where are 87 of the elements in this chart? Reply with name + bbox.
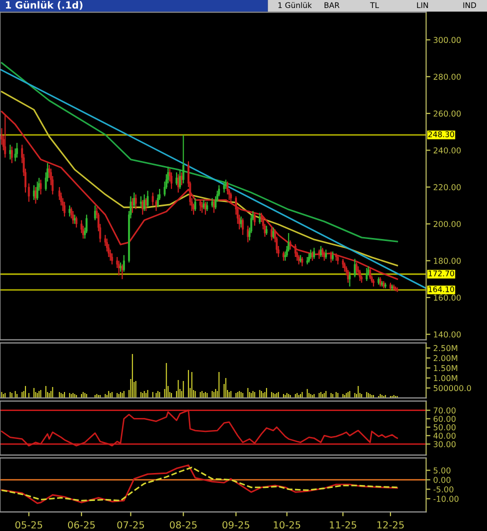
candlestick [199, 199, 202, 212]
y-tick-label: 220.00 [434, 184, 461, 190]
candlestick [323, 250, 326, 262]
x-tick-label: 08-25 [170, 521, 197, 529]
candlestick [342, 258, 344, 269]
x-tick-label: 11-25 [330, 521, 356, 529]
candlestick [313, 247, 316, 260]
candlestick [4, 114, 6, 158]
candlestick [134, 194, 137, 210]
candlestick [318, 249, 320, 260]
line-series [0, 110, 398, 280]
candlestick [118, 260, 120, 276]
line-series [0, 62, 398, 242]
y-tick-label: 140.00 [434, 331, 461, 338]
candlestick [146, 190, 149, 208]
candlestick [182, 134, 184, 184]
candlestick [254, 212, 256, 226]
candlestick [206, 201, 208, 212]
candlestick [322, 247, 324, 258]
y-tick-label: 280.00 [434, 74, 461, 80]
chart-title: 1 Günlük (.1d) [6, 1, 82, 10]
candlestick [336, 254, 339, 265]
candlestick [242, 218, 244, 236]
y-tick-label: 5.00 [434, 467, 450, 474]
x-tick-label: 09-25 [222, 521, 250, 529]
candlestick [111, 252, 114, 265]
candlestick [40, 179, 42, 195]
y-tick-label: 1.50M [434, 365, 458, 372]
y-tick-label: 1.00M [434, 375, 458, 382]
x-tick-label: 06-25 [68, 521, 95, 529]
candlestick [272, 227, 274, 240]
candlestick [202, 199, 205, 210]
candlestick [122, 254, 125, 272]
candlestick [301, 256, 304, 267]
candlestick [177, 174, 180, 194]
y-tick-label: 180.00 [434, 258, 461, 264]
y-tick-label: 500000.0 [434, 385, 471, 392]
candlestick [9, 144, 12, 160]
candlestick [36, 180, 38, 201]
candlestick [344, 262, 346, 272]
candlestick [294, 244, 296, 258]
candlestick [306, 256, 308, 265]
y-tick-label: 200.00 [434, 220, 461, 228]
y-tick-label: 50.00 [434, 424, 456, 430]
candlestick [34, 186, 37, 204]
line-series [0, 90, 398, 266]
candlestick [224, 179, 227, 190]
y-tick-label: 40.00 [433, 432, 456, 439]
candlestick [223, 180, 226, 194]
candlestick [10, 146, 13, 164]
y-tick-label: 2.50M [434, 345, 458, 352]
candlestick [74, 214, 76, 224]
x-tick-label: 12-25 [377, 521, 404, 529]
candlestick [356, 262, 358, 274]
candlestick [282, 250, 284, 262]
y-tick-label: -10.00 [433, 496, 459, 502]
candlestick [289, 240, 292, 250]
y-tick-label: 300.00 [434, 36, 461, 43]
candlestick [258, 212, 261, 224]
y-tick-label: -5.00 [433, 486, 454, 492]
y-tick-label: 60.00 [434, 416, 456, 422]
y-tick-label: 260.00 [434, 110, 461, 117]
x-tick-label: 10-25 [274, 521, 300, 529]
candlestick [358, 269, 361, 282]
candlestick [230, 192, 232, 204]
y-tick-label: 240.00 [434, 147, 461, 154]
candlestick [332, 250, 334, 262]
candlestick [266, 225, 268, 236]
candlestick [64, 201, 66, 218]
candlestick [194, 198, 196, 212]
candlestick [366, 268, 368, 282]
y-tick-label: 0.00 [434, 476, 450, 483]
y-tick-label: 70.00 [434, 407, 456, 414]
y-tick-label: 30.00 [434, 441, 456, 448]
candlestick [348, 271, 351, 288]
candlestick [211, 198, 214, 208]
candlestick [143, 194, 146, 212]
x-tick-label: 05-25 [15, 521, 42, 529]
x-tick-label: 07-25 [117, 521, 144, 529]
candlestick [354, 258, 356, 278]
candlestick [121, 264, 124, 280]
y-tick-label: 160.00 [434, 294, 461, 301]
candlestick [72, 210, 74, 224]
candlestick [372, 278, 374, 288]
candlestick [16, 142, 18, 158]
candlestick [308, 252, 310, 264]
y-tick-label: 2.00M [434, 355, 458, 362]
